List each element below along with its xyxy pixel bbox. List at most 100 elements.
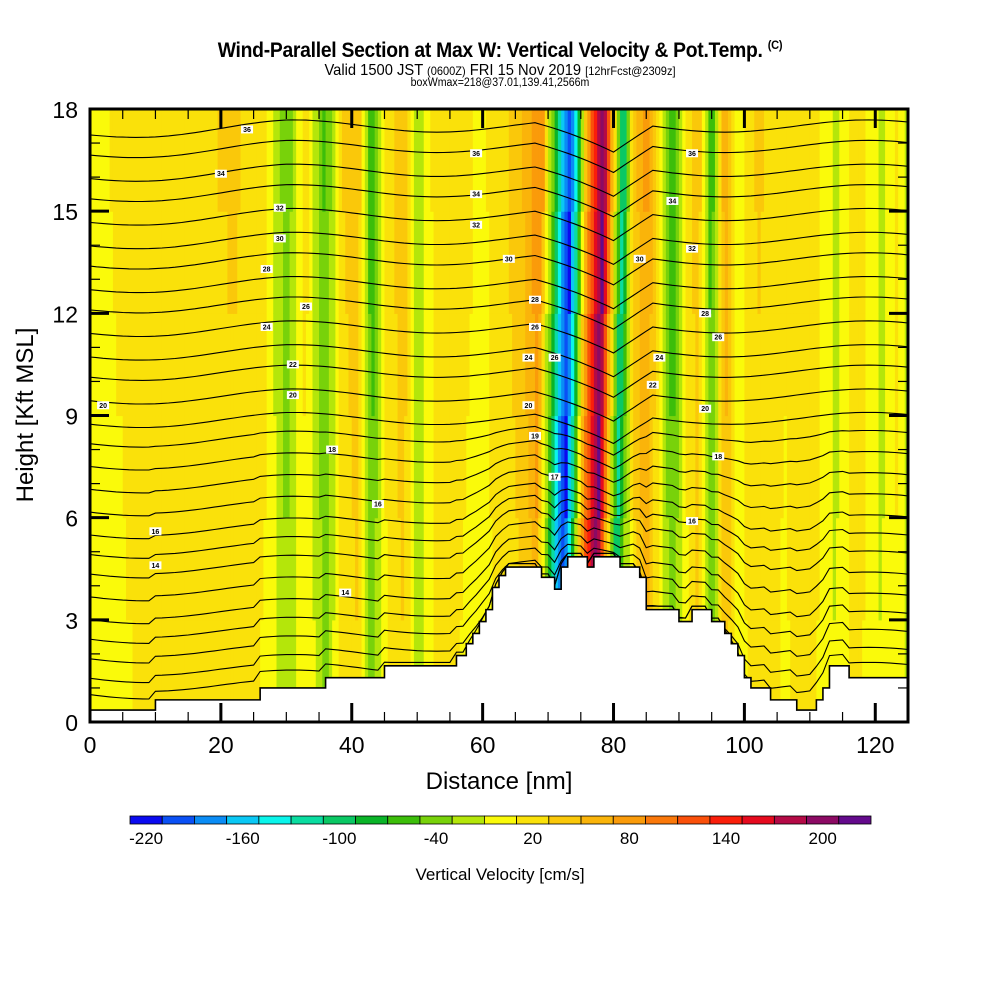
w-cell — [417, 415, 422, 519]
w-cell — [152, 313, 157, 417]
w-cell — [302, 517, 307, 621]
w-cell — [247, 619, 251, 722]
w-cell — [237, 415, 242, 519]
w-cell — [894, 109, 899, 212]
w-cell — [888, 211, 893, 314]
contour-label-text: 20 — [99, 403, 107, 410]
w-cell — [361, 109, 366, 212]
w-cell — [885, 313, 889, 417]
w-cell — [868, 211, 873, 314]
w-cell — [633, 109, 638, 212]
w-cell — [161, 415, 166, 519]
w-cell — [381, 211, 386, 314]
w-cell — [456, 517, 461, 621]
w-cell — [132, 415, 137, 519]
w-cell — [289, 619, 294, 722]
w-cell — [872, 517, 876, 621]
colorbar: -220 -160 -100 -40 20 80 140 200 — [129, 815, 872, 848]
theta-contour-line — [90, 139, 908, 174]
w-cell — [469, 415, 474, 519]
w-cell — [731, 415, 736, 519]
w-cell — [881, 517, 886, 621]
w-cell — [502, 313, 507, 417]
w-cell — [721, 517, 726, 621]
contour-label-bg — [260, 322, 273, 331]
w-cell — [122, 415, 127, 519]
w-cell — [214, 517, 219, 621]
w-cell — [466, 517, 471, 621]
w-cell — [881, 109, 886, 212]
w-cell — [567, 313, 572, 417]
theta-contour-line — [90, 552, 908, 664]
w-cell — [407, 211, 412, 314]
w-cell — [253, 313, 258, 417]
w-cell — [361, 313, 366, 417]
w-cell — [642, 415, 647, 519]
w-cell — [747, 415, 752, 519]
theta-contour-line — [90, 533, 908, 625]
w-cell — [669, 517, 674, 621]
w-cell — [93, 313, 98, 417]
w-cell — [750, 109, 755, 212]
contour-label-bg — [470, 190, 483, 199]
theta-contour-line — [90, 231, 908, 266]
w-cell — [865, 211, 870, 314]
w-cell — [459, 109, 464, 212]
w-cell — [561, 211, 566, 314]
w-cell — [253, 619, 258, 722]
w-cell — [184, 211, 189, 314]
w-cell — [312, 517, 317, 621]
w-cell — [606, 313, 611, 417]
w-cell — [391, 313, 395, 417]
w-cell — [453, 415, 458, 519]
contour-label-text: 18 — [714, 454, 722, 461]
w-cell — [358, 211, 363, 314]
w-cell — [283, 619, 287, 722]
w-cell — [623, 109, 628, 212]
w-cell — [773, 415, 778, 519]
w-cell — [728, 313, 732, 417]
contour-label-bg — [528, 322, 541, 331]
w-cell — [852, 313, 857, 417]
w-cell — [129, 517, 134, 621]
w-cell — [99, 313, 104, 417]
w-cell — [217, 415, 222, 519]
w-cell — [724, 415, 729, 519]
w-cell — [721, 313, 726, 417]
contour-label-bg — [548, 353, 561, 362]
w-cell — [410, 415, 415, 519]
w-cell — [839, 109, 844, 212]
w-cell — [698, 109, 703, 212]
contour-label-text: 30 — [636, 256, 644, 263]
w-cell — [292, 415, 297, 519]
contour-label: 20 — [286, 391, 299, 400]
w-cell — [404, 109, 408, 212]
w-cell — [829, 517, 834, 621]
w-cell — [515, 211, 520, 314]
w-cell — [188, 211, 193, 314]
w-cell — [440, 211, 444, 314]
w-cell — [250, 619, 255, 722]
w-cell — [214, 211, 219, 314]
w-cell — [574, 109, 579, 212]
w-cell — [747, 517, 752, 621]
w-cell — [737, 313, 742, 417]
w-cell — [757, 109, 762, 212]
w-cell — [849, 313, 853, 417]
w-cell — [449, 415, 454, 519]
w-cell — [472, 517, 477, 621]
w-cell — [430, 313, 435, 417]
w-cell — [394, 109, 399, 212]
w-cell — [283, 211, 287, 314]
w-cell — [698, 211, 703, 314]
w-cell — [842, 313, 847, 417]
w-cell — [777, 109, 781, 212]
w-cell — [227, 313, 232, 417]
w-cell — [355, 415, 359, 519]
w-cell — [453, 517, 458, 621]
w-cell — [855, 211, 860, 314]
w-cell — [659, 517, 664, 621]
w-cell — [531, 109, 536, 212]
w-cell — [554, 109, 559, 212]
w-cell — [741, 415, 745, 519]
